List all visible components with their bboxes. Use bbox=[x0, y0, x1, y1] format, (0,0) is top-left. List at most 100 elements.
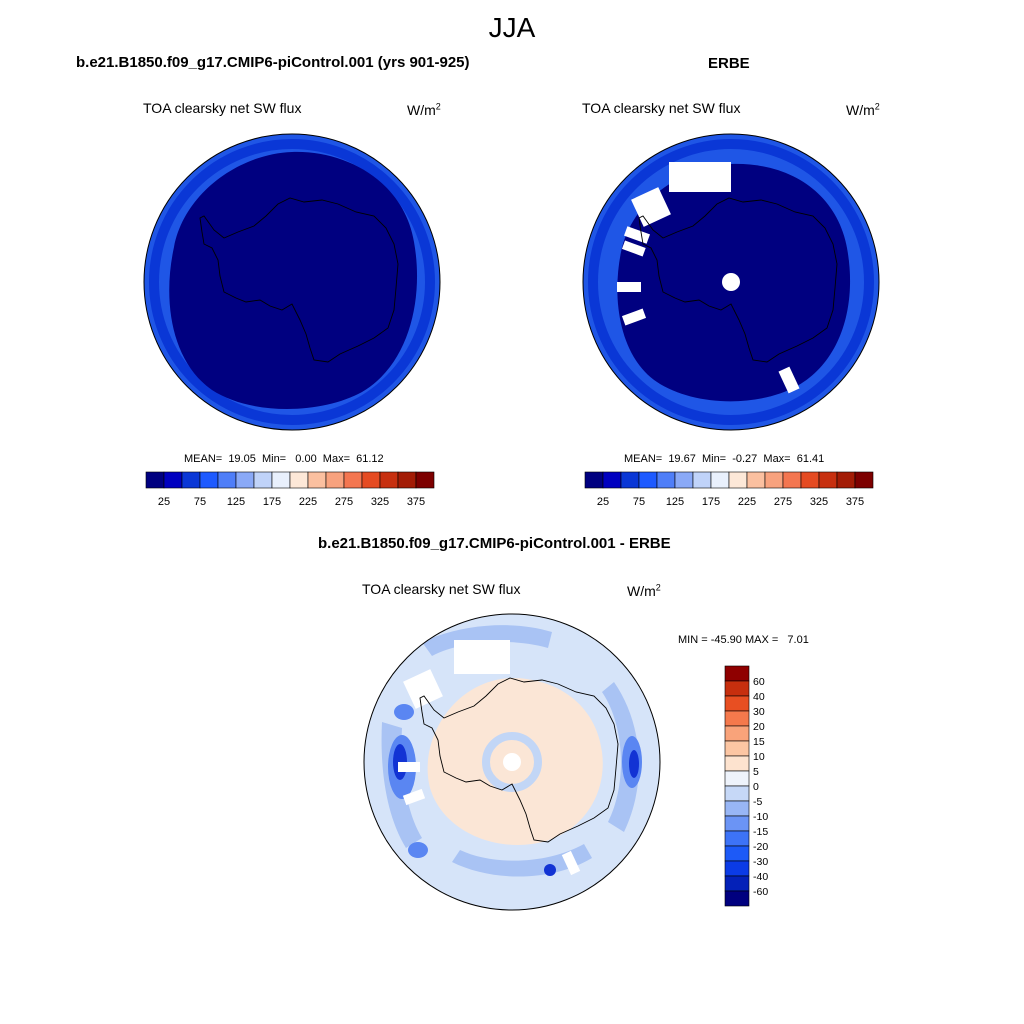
colorbar-box bbox=[800, 471, 820, 489]
colorbar-box bbox=[724, 770, 750, 787]
panel2-units-exp: 2 bbox=[874, 101, 880, 112]
colorbar-box bbox=[379, 471, 399, 489]
colorbar-box bbox=[724, 860, 750, 877]
panel2-missing-block bbox=[617, 282, 641, 292]
colorbar-box bbox=[724, 740, 750, 757]
panel3-colorbar: 60 40 30 20 15 10 5 0 -5 -10 -15 -20 -30 -40 -60 bbox=[724, 665, 768, 907]
panel2-missing-block bbox=[778, 366, 800, 394]
colorbar-box bbox=[325, 471, 345, 489]
panel2-colorbar-labels: 25 75 125 175 225 275 325 375 bbox=[597, 496, 864, 508]
panel3-negative-patch bbox=[602, 682, 639, 832]
colorbar-box bbox=[584, 471, 604, 489]
panel3-missing-block bbox=[403, 669, 443, 709]
colorbar-box bbox=[724, 875, 750, 892]
colorbar-label: 30 bbox=[753, 706, 765, 718]
colorbar-label: 275 bbox=[774, 496, 792, 508]
colorbar-box bbox=[620, 471, 640, 489]
colorbar-label: -5 bbox=[753, 796, 762, 808]
panel1-units-base: W/m bbox=[407, 102, 436, 118]
panel3-negative-patch bbox=[629, 750, 639, 778]
panel1-mid-band bbox=[149, 139, 435, 425]
panel2-missing-block bbox=[624, 226, 650, 244]
colorbar-box bbox=[163, 471, 183, 489]
panel3-units-exp: 2 bbox=[655, 582, 661, 593]
panel3-units: W/m2 bbox=[627, 583, 661, 599]
colorbar-box bbox=[724, 755, 750, 772]
colorbar-label: 125 bbox=[666, 496, 684, 508]
colorbar-label: 175 bbox=[702, 496, 720, 508]
panel1-antarctica-coastline bbox=[199, 197, 399, 363]
colorbar-box bbox=[397, 471, 417, 489]
colorbar-label: -20 bbox=[753, 841, 768, 853]
panel3-antarctica-coastline bbox=[419, 677, 619, 843]
panel1-units-exp: 2 bbox=[435, 101, 441, 112]
panel2-missing-block bbox=[669, 162, 731, 192]
colorbar-label: 225 bbox=[299, 496, 317, 508]
colorbar-label: 15 bbox=[753, 736, 765, 748]
panel3-map-border bbox=[363, 613, 661, 911]
panel1-case-title: b.e21.B1850.f09_g17.CMIP6-piControl.001 … bbox=[76, 54, 470, 71]
colorbar-label: 25 bbox=[597, 496, 609, 508]
colorbar-box bbox=[289, 471, 309, 489]
colorbar-label: 225 bbox=[738, 496, 756, 508]
panel3-negative-patch bbox=[394, 704, 414, 720]
figure-title: JJA bbox=[488, 12, 536, 43]
colorbar-box bbox=[656, 471, 676, 489]
colorbar-box bbox=[235, 471, 255, 489]
colorbar-label: 275 bbox=[335, 496, 353, 508]
colorbar-label: 25 bbox=[158, 496, 170, 508]
panel1-colorbar: 25 75 125 175 225 275 325 375 bbox=[145, 471, 435, 508]
colorbar-box bbox=[724, 890, 750, 907]
colorbar-box bbox=[746, 471, 766, 489]
panel1-inner-field bbox=[169, 151, 418, 409]
colorbar-label: -60 bbox=[753, 886, 768, 898]
panel1-colorbar-boxes bbox=[145, 471, 435, 489]
panel2-variable-label: TOA clearsky net SW flux bbox=[582, 100, 741, 116]
colorbar-label: -40 bbox=[753, 871, 768, 883]
colorbar-label: 60 bbox=[753, 676, 765, 688]
colorbar-box bbox=[271, 471, 291, 489]
colorbar-box bbox=[638, 471, 658, 489]
colorbar-box bbox=[307, 471, 327, 489]
colorbar-label: 5 bbox=[753, 766, 759, 778]
colorbar-label: -15 bbox=[753, 826, 768, 838]
colorbar-box bbox=[724, 725, 750, 742]
panel2-units: W/m2 bbox=[846, 102, 880, 118]
colorbar-box bbox=[724, 680, 750, 697]
panel1-units: W/m2 bbox=[407, 102, 441, 118]
panel3-units-base: W/m bbox=[627, 583, 656, 599]
panel3-case-title: b.e21.B1850.f09_g17.CMIP6-piControl.001 … bbox=[318, 535, 671, 552]
colorbar-label: 175 bbox=[263, 496, 281, 508]
colorbar-box bbox=[724, 845, 750, 862]
panel2-stats: MEAN= 19.67 Min= -0.27 Max= 61.41 bbox=[624, 453, 825, 465]
colorbar-box bbox=[724, 695, 750, 712]
colorbar-box bbox=[361, 471, 381, 489]
panel1-variable-label: TOA clearsky net SW flux bbox=[143, 100, 302, 116]
panel2-units-base: W/m bbox=[846, 102, 875, 118]
colorbar-label: 0 bbox=[753, 781, 759, 793]
panel3-pole-ring bbox=[482, 732, 542, 792]
panel3-variable-label: TOA clearsky net SW flux bbox=[362, 581, 521, 597]
panel3-colorbar-labels: 60 40 30 20 15 10 5 0 -5 -10 -15 -20 -30 -40 -60 bbox=[753, 676, 768, 898]
colorbar-box bbox=[145, 471, 165, 489]
panel3-missing-block bbox=[454, 640, 510, 674]
colorbar-box bbox=[818, 471, 838, 489]
colorbar-box bbox=[724, 785, 750, 802]
panel3-missing-data bbox=[398, 640, 581, 876]
colorbar-box bbox=[724, 830, 750, 847]
colorbar-box bbox=[692, 471, 712, 489]
panel2-missing-data bbox=[617, 162, 800, 394]
panel2-pole-hole bbox=[722, 273, 740, 291]
colorbar-box bbox=[253, 471, 273, 489]
colorbar-label: 325 bbox=[810, 496, 828, 508]
colorbar-box bbox=[343, 471, 363, 489]
colorbar-box bbox=[415, 471, 435, 489]
colorbar-box bbox=[728, 471, 748, 489]
colorbar-label: 375 bbox=[846, 496, 864, 508]
colorbar-box bbox=[602, 471, 622, 489]
panel3-negative-patch bbox=[544, 864, 556, 876]
colorbar-box bbox=[181, 471, 201, 489]
panel2-case-title: ERBE bbox=[708, 55, 750, 72]
panel1-polar-map bbox=[143, 133, 441, 431]
colorbar-box bbox=[782, 471, 802, 489]
